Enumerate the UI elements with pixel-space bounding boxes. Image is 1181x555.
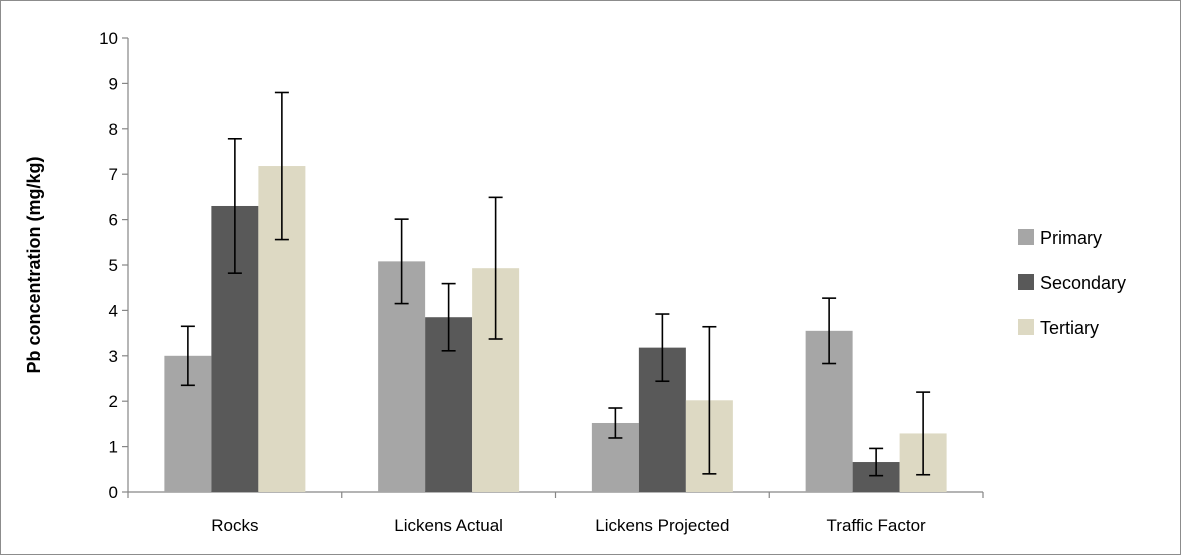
legend: Primary Secondary Tertiary — [1018, 228, 1126, 338]
y-tick-label: 6 — [109, 211, 118, 230]
legend-swatch — [1018, 319, 1034, 335]
y-tick-label: 10 — [99, 29, 118, 48]
y-tick-label: 0 — [109, 483, 118, 502]
x-tick-label: Lickens Actual — [394, 516, 503, 535]
y-axis-title: Pb concentration (mg/kg) — [24, 156, 44, 373]
y-tick-label: 4 — [109, 301, 118, 320]
x-tick-label: Traffic Factor — [827, 516, 927, 535]
y-tick-label: 8 — [109, 120, 118, 139]
x-tick-label: Rocks — [211, 516, 258, 535]
y-tick-label: 5 — [109, 256, 118, 275]
legend-swatch — [1018, 229, 1034, 245]
legend-label: Secondary — [1040, 273, 1126, 293]
y-tick-label: 1 — [109, 438, 118, 457]
legend-swatch — [1018, 274, 1034, 290]
x-tick-label: Lickens Projected — [595, 516, 729, 535]
legend-label: Primary — [1040, 228, 1102, 248]
legend-label: Tertiary — [1040, 318, 1099, 338]
y-tick-label: 7 — [109, 165, 118, 184]
y-tick-label: 9 — [109, 74, 118, 93]
y-tick-label: 3 — [109, 347, 118, 366]
plot-area: 0 1 2 3 4 5 6 7 8 9 10 Rocks Lickens Actual Lickens P… — [99, 29, 984, 535]
y-tick-label: 2 — [109, 392, 118, 411]
